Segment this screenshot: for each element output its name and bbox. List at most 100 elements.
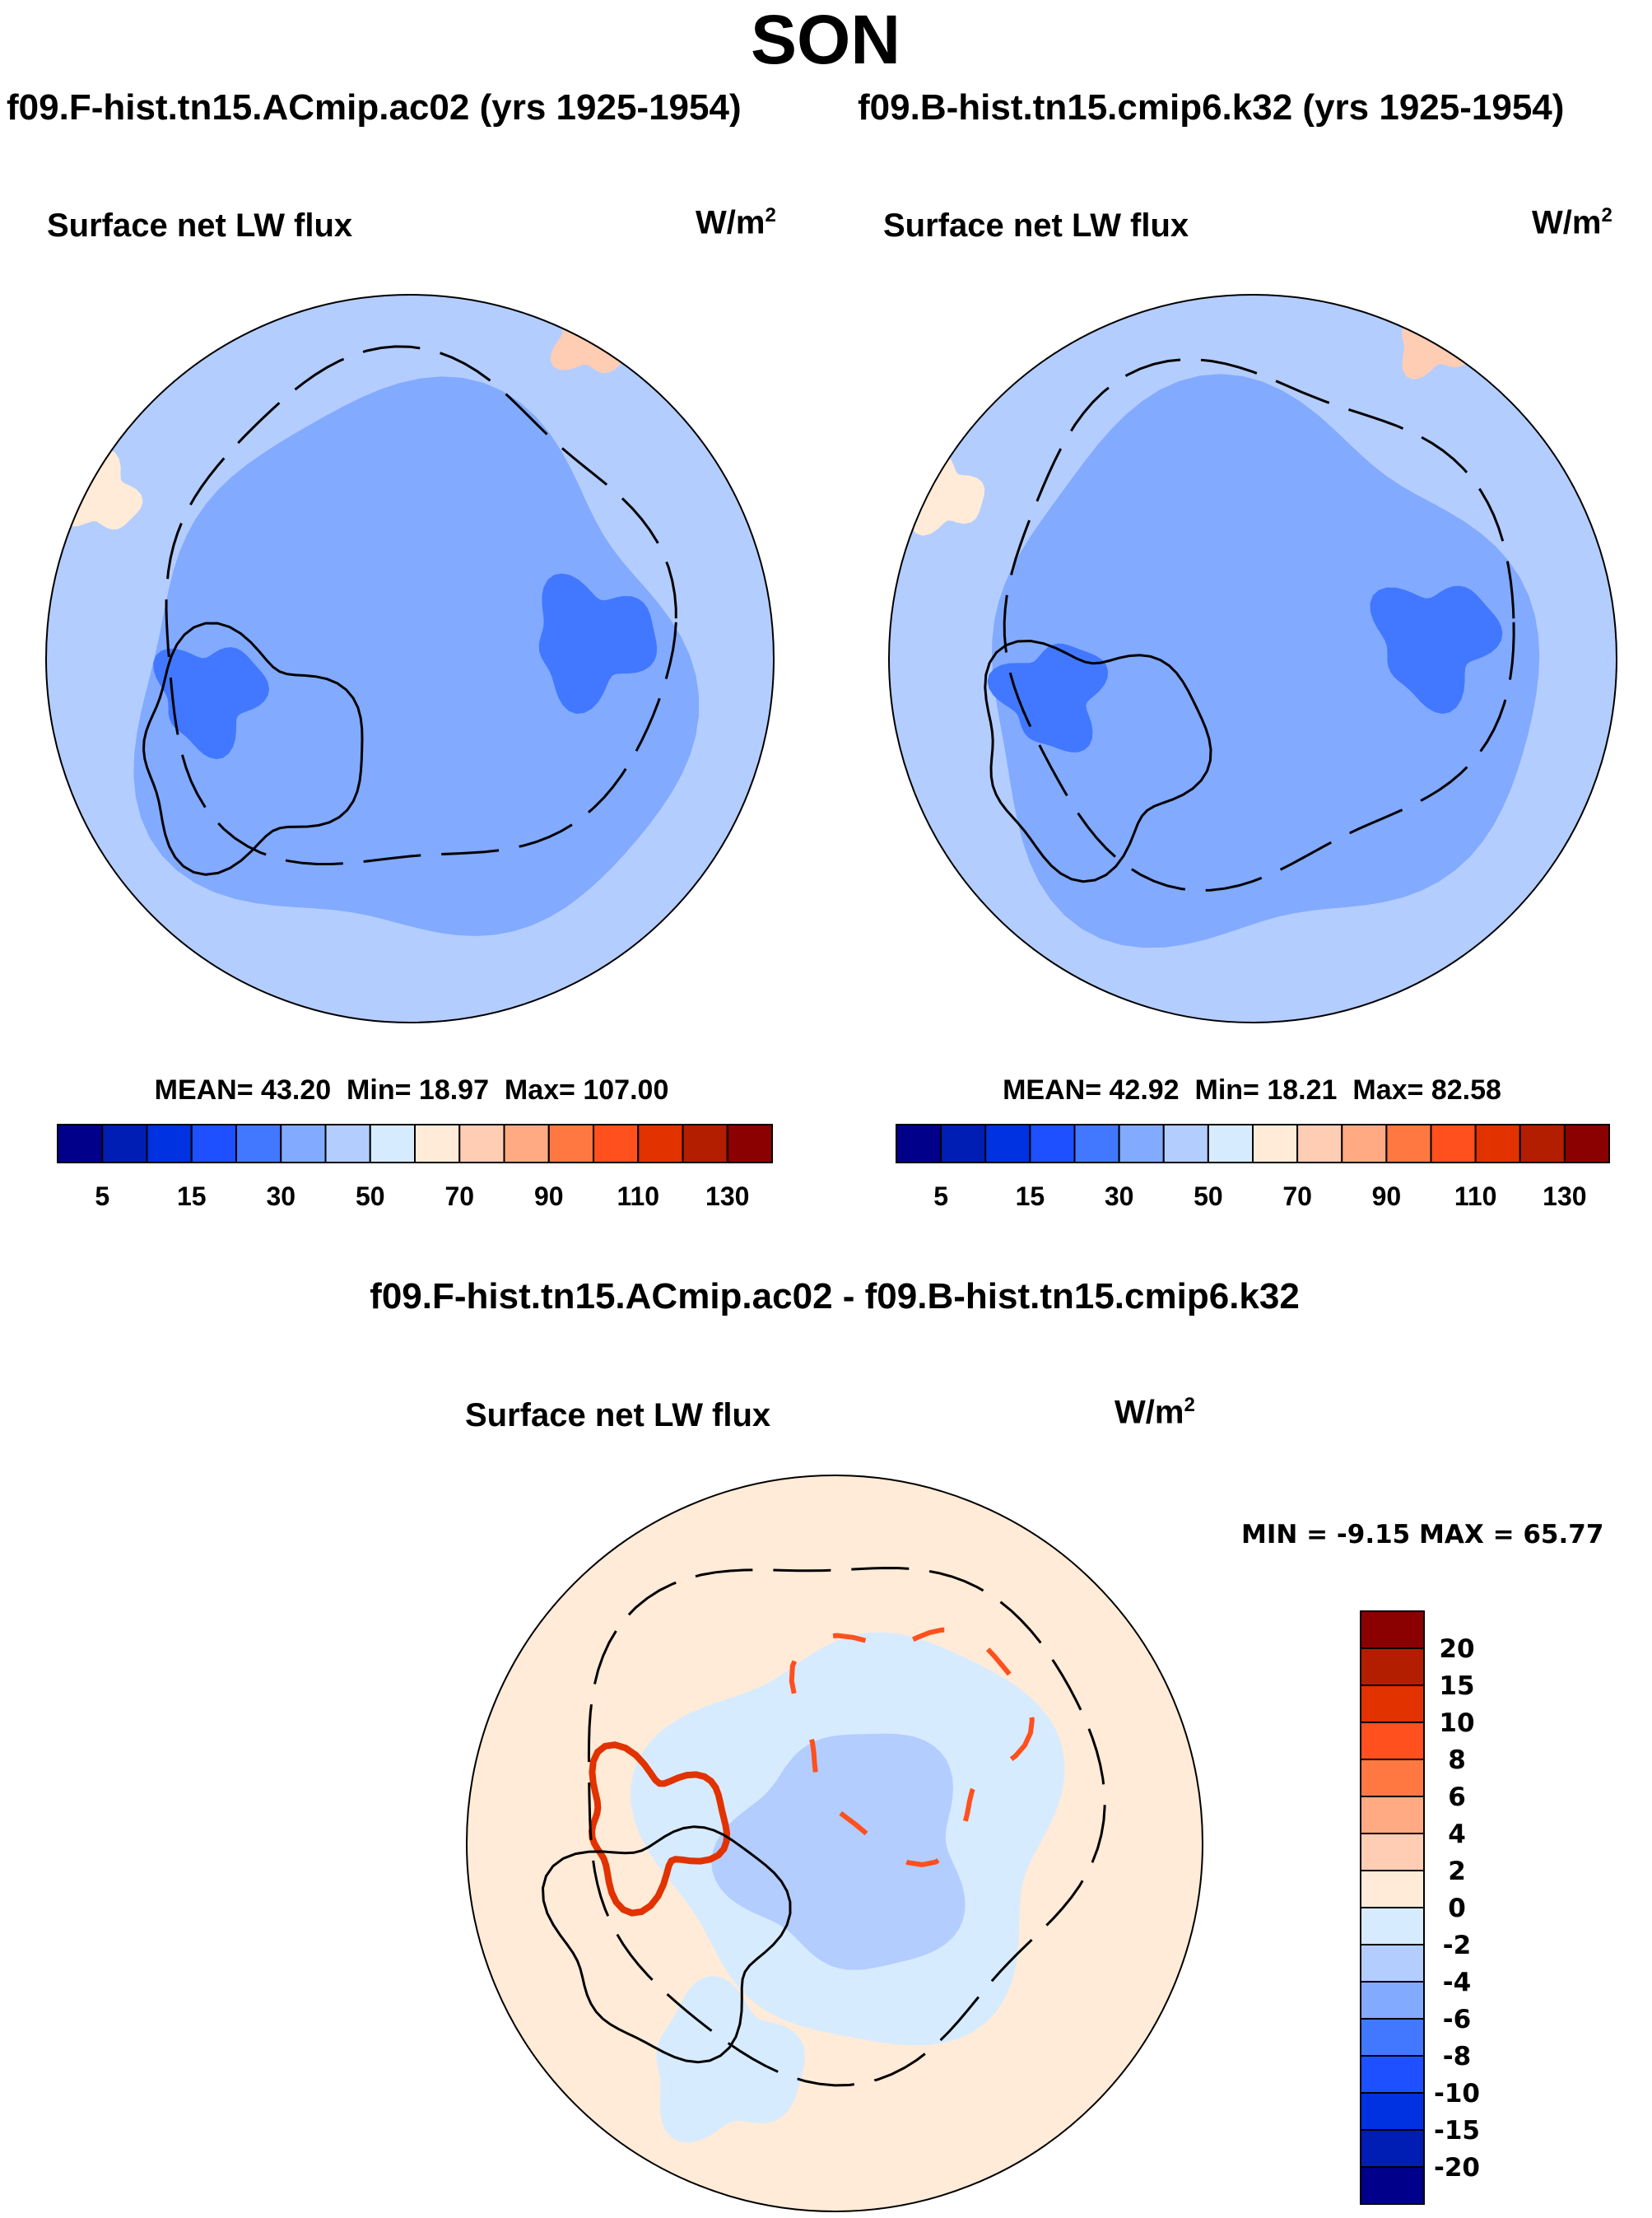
colorbar-box: [324, 1124, 371, 1163]
polar-map-2: [466, 1475, 1203, 2212]
colorbar-box: [1360, 2055, 1425, 2094]
colorbar-box: [1360, 1610, 1425, 1649]
colorbar-tick-label: 90: [1372, 1181, 1402, 1211]
colorbar-tick-label: 5: [933, 1181, 948, 1211]
colorbar-box: [1118, 1124, 1165, 1163]
colorbar-box: [1341, 1124, 1388, 1163]
coastline-continents: [1003, 358, 1515, 892]
colorbar-box: [1360, 2018, 1425, 2057]
colorbar-box: [280, 1124, 327, 1163]
colorbar-box: [1360, 2166, 1425, 2205]
colorbar-box: [1360, 1907, 1425, 1945]
colorbar-box: [1252, 1124, 1299, 1163]
diff-case-title: f09.F-hist.tn15.ACmip.ac02 - f09.B-hist.…: [370, 1276, 1300, 1316]
colorbar-box: [1360, 1647, 1425, 1686]
colorbar-box: [637, 1124, 684, 1163]
diff-variable: Surface net LW flux: [465, 1397, 771, 1433]
colorbar-tick-label: 110: [1454, 1181, 1497, 1211]
colorbar-box: [503, 1124, 550, 1163]
colorbar-box: [414, 1124, 461, 1163]
field-contour-30b: [538, 573, 658, 714]
colorbar-tick-label: 30: [266, 1181, 295, 1211]
colorbar-tick-label: 2: [1448, 1857, 1466, 1886]
colorbar-panel2: 5 15 30 50 70 90 110 130: [896, 1124, 1610, 1211]
colorbar-box: [458, 1124, 505, 1163]
colorbar-tick-label: 70: [444, 1181, 474, 1211]
field-contour-neg4: [711, 1733, 966, 1970]
coastline-greenland: [984, 639, 1212, 883]
colorbar-panel1: 5 15 30 50 70 90 110 130: [57, 1124, 773, 1211]
polar-map-0: [45, 294, 775, 1023]
colorbar-box: [984, 1124, 1031, 1163]
field-contour-30c: [153, 647, 269, 760]
colorbar-tick-label: 50: [356, 1181, 385, 1211]
polar-map-1: [888, 294, 1617, 1023]
colorbar-tick-label: 15: [177, 1181, 207, 1211]
colorbar-tick-label: 8: [1448, 1745, 1466, 1775]
field-contour-30: [298, 469, 606, 798]
panel1-stats: MEAN= 43.20 Min= 18.97 Max= 107.00: [154, 1074, 669, 1106]
colorbar-tick-label: 30: [1105, 1181, 1134, 1211]
colorbar-tick-label: 10: [1439, 1708, 1474, 1738]
colorbar-box: [1360, 2092, 1425, 2131]
panel2-stats: MEAN= 42.92 Min= 18.21 Max= 82.58: [1003, 1074, 1501, 1106]
colorbar-box: [1563, 1124, 1610, 1163]
panel1-variable: Surface net LW flux: [47, 207, 353, 244]
field-contour-70: [550, 295, 635, 374]
colorbar-box: [682, 1124, 728, 1163]
panel1-units: W/m2: [696, 204, 776, 241]
colorbar-box: [1162, 1124, 1209, 1163]
colorbar-box: [1385, 1124, 1432, 1163]
map-boundary: [466, 1475, 1203, 2212]
colorbar-box: [1360, 1944, 1425, 1983]
colorbar-tick-label: 90: [534, 1181, 564, 1211]
colorbar-tick-label: 70: [1282, 1181, 1312, 1211]
coastline-continents: [587, 1566, 1106, 2087]
field-contour-30b: [1370, 585, 1503, 714]
colorbar-box: [1430, 1124, 1477, 1163]
field-contour-30: [1140, 483, 1448, 814]
colorbar-box: [1360, 1870, 1425, 1908]
colorbar-tick-label: -8: [1443, 2042, 1471, 2071]
colorbar-tick-label: 130: [705, 1181, 749, 1211]
colorbar-tick-label: 15: [1016, 1181, 1045, 1211]
colorbar-box: [1360, 1722, 1425, 1760]
colorbar-box: [547, 1124, 594, 1163]
coastline-continents: [165, 345, 677, 865]
colorbar-box: [57, 1124, 104, 1163]
colorbar-box: [1360, 1833, 1425, 1871]
coastline-greenland: [142, 622, 364, 876]
colorbar-tick-label: -20: [1434, 2153, 1480, 2183]
colorbar-tick-label: -4: [1443, 1968, 1471, 1997]
colorbar-box: [101, 1124, 148, 1163]
colorbar-box: [1360, 1981, 1425, 2020]
colorbar-box: [1360, 2129, 1425, 2168]
colorbar-box: [940, 1124, 987, 1163]
colorbar-tick-label: 0: [1448, 1894, 1466, 1923]
colorbar-box: [896, 1124, 942, 1163]
colorbar-box: [1474, 1124, 1521, 1163]
colorbar-tick-label: 4: [1448, 1820, 1466, 1849]
panel2-case-title: f09.B-hist.tn15.cmip6.k32 (yrs 1925-1954…: [858, 87, 1565, 128]
map-boundary: [45, 294, 775, 1023]
colorbar-tick-label: -10: [1434, 2079, 1480, 2108]
colorbar-box: [235, 1124, 282, 1163]
colorbar-box: [369, 1124, 416, 1163]
panel1-case-title: f09.F-hist.tn15.ACmip.ac02 (yrs 1925-195…: [7, 87, 742, 128]
map-boundary: [888, 294, 1617, 1023]
colorbar-tick-label: -15: [1434, 2116, 1480, 2146]
diff-units: W/m2: [1115, 1394, 1195, 1431]
colorbar-tick-label: 110: [617, 1181, 659, 1211]
colorbar-tick-label: 5: [95, 1181, 109, 1211]
colorbar-box: [146, 1124, 193, 1163]
colorbar-tick-label: 15: [1439, 1671, 1474, 1701]
colorbar-tick-label: 130: [1543, 1181, 1586, 1211]
colorbar-box: [1360, 1796, 1425, 1834]
colorbar-tick-label: -6: [1443, 2005, 1471, 2034]
colorbar-box: [1296, 1124, 1343, 1163]
field-contour-30c: [987, 643, 1109, 753]
colorbar-box: [726, 1124, 773, 1163]
colorbar-box: [1207, 1124, 1254, 1163]
